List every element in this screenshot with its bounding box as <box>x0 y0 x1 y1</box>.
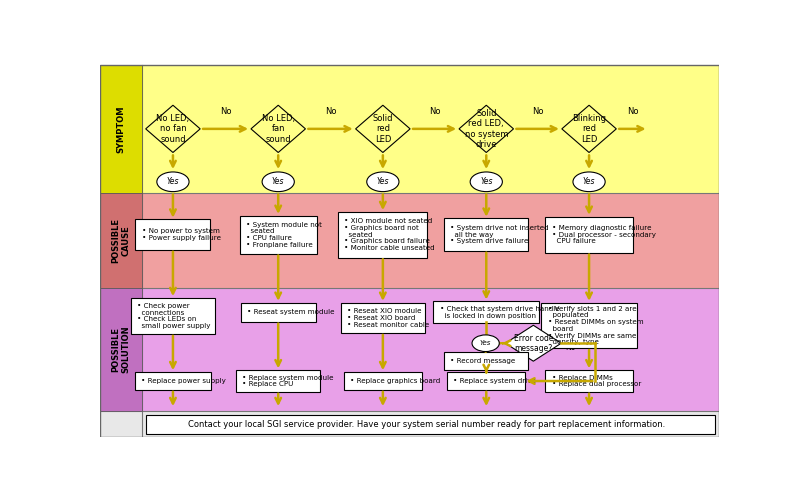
Text: • Verify slots 1 and 2 are
  populated
• Reseat DIMMs on system
  board
• Verify: • Verify slots 1 and 2 are populated • R… <box>547 305 643 345</box>
Text: SYMPTOM: SYMPTOM <box>117 105 125 153</box>
FancyBboxPatch shape <box>340 302 425 333</box>
Text: • Check that system drive handle
  is locked in down position: • Check that system drive handle is lock… <box>439 306 559 319</box>
FancyBboxPatch shape <box>546 217 633 253</box>
FancyBboxPatch shape <box>542 302 637 348</box>
Text: No: No <box>429 108 440 116</box>
Text: • System module not
  seated
• CPU failure
• Fronplane failure: • System module not seated • CPU failure… <box>246 221 322 248</box>
Text: Error code
message?: Error code message? <box>514 333 553 353</box>
Bar <box>100 411 719 437</box>
Circle shape <box>470 172 503 191</box>
Polygon shape <box>562 105 616 153</box>
FancyBboxPatch shape <box>344 372 422 390</box>
Text: No: No <box>626 108 638 116</box>
FancyBboxPatch shape <box>131 298 215 334</box>
Text: Solid
red
LED: Solid red LED <box>372 114 393 144</box>
Text: No: No <box>324 108 336 116</box>
Text: POSSIBLE
SOLUTION: POSSIBLE SOLUTION <box>111 326 130 373</box>
FancyBboxPatch shape <box>240 302 316 322</box>
FancyBboxPatch shape <box>134 372 211 390</box>
Text: • Reseat XIO module
• Reseat XIO board
• Reseat monitor cable: • Reseat XIO module • Reseat XIO board •… <box>347 308 429 327</box>
Text: • Check power
  connections
• Check LEDs on
  small power supply: • Check power connections • Check LEDs o… <box>137 303 210 329</box>
Text: Contact your local SGI service provider. Have your system serial number ready fo: Contact your local SGI service provider.… <box>189 420 666 429</box>
Bar <box>100 65 719 193</box>
Bar <box>100 65 142 193</box>
Text: Yes: Yes <box>582 177 595 186</box>
Text: Yes: Yes <box>480 340 491 346</box>
Circle shape <box>262 172 294 191</box>
Text: Solid
red LED,
no system
drive: Solid red LED, no system drive <box>464 109 508 149</box>
Text: No: No <box>565 343 575 352</box>
Text: Yes: Yes <box>376 177 389 186</box>
Text: Yes: Yes <box>480 177 492 186</box>
Circle shape <box>157 172 189 191</box>
Text: • Replace DIMMs
• Replace dual processor: • Replace DIMMs • Replace dual processor <box>551 375 641 387</box>
Text: Yes: Yes <box>167 177 179 186</box>
Text: • System drive not inserted
  all the way
• System drive failure: • System drive not inserted all the way … <box>451 225 549 245</box>
FancyBboxPatch shape <box>237 370 320 392</box>
Circle shape <box>367 172 399 191</box>
Text: • Memory diagnostic failure
• Dual processor - secondary
  CPU failure: • Memory diagnostic failure • Dual proce… <box>551 225 656 245</box>
Text: • Replace power supply: • Replace power supply <box>141 378 225 384</box>
Circle shape <box>573 172 605 191</box>
FancyBboxPatch shape <box>444 218 528 251</box>
FancyBboxPatch shape <box>444 353 528 370</box>
FancyBboxPatch shape <box>240 216 316 254</box>
Circle shape <box>472 335 499 352</box>
FancyBboxPatch shape <box>546 370 633 392</box>
Text: No: No <box>532 108 543 116</box>
Text: • Replace system drive: • Replace system drive <box>454 378 536 384</box>
Text: • Replace graphics board: • Replace graphics board <box>350 378 440 384</box>
Text: • Replace system module
• Replace CPU: • Replace system module • Replace CPU <box>242 375 334 387</box>
Text: No: No <box>220 108 232 116</box>
FancyBboxPatch shape <box>447 372 525 390</box>
Text: Blinking
red
LED: Blinking red LED <box>572 114 606 144</box>
FancyBboxPatch shape <box>338 212 427 258</box>
Text: • Reseat system module: • Reseat system module <box>247 309 335 315</box>
Polygon shape <box>506 325 561 361</box>
Polygon shape <box>356 105 410 153</box>
Text: No LED,
fan
sound: No LED, fan sound <box>261 114 295 144</box>
FancyBboxPatch shape <box>136 219 210 250</box>
Text: • XIO module not seated
• Graphics board not
  seated
• Graphics board failure
•: • XIO module not seated • Graphics board… <box>344 218 435 251</box>
Bar <box>100 288 142 411</box>
Text: Yes: Yes <box>272 177 284 186</box>
Bar <box>100 193 142 288</box>
Polygon shape <box>145 105 201 153</box>
Text: POSSIBLE
CAUSE: POSSIBLE CAUSE <box>111 218 130 263</box>
Text: • No power to system
• Power supply failure: • No power to system • Power supply fail… <box>141 228 221 241</box>
Bar <box>100 288 719 411</box>
Text: • Record message: • Record message <box>451 358 515 364</box>
FancyBboxPatch shape <box>146 415 715 434</box>
Text: No LED,
no fan
sound: No LED, no fan sound <box>157 114 189 144</box>
Polygon shape <box>459 105 514 153</box>
Polygon shape <box>251 105 305 153</box>
FancyBboxPatch shape <box>433 301 539 323</box>
Bar <box>100 193 719 288</box>
